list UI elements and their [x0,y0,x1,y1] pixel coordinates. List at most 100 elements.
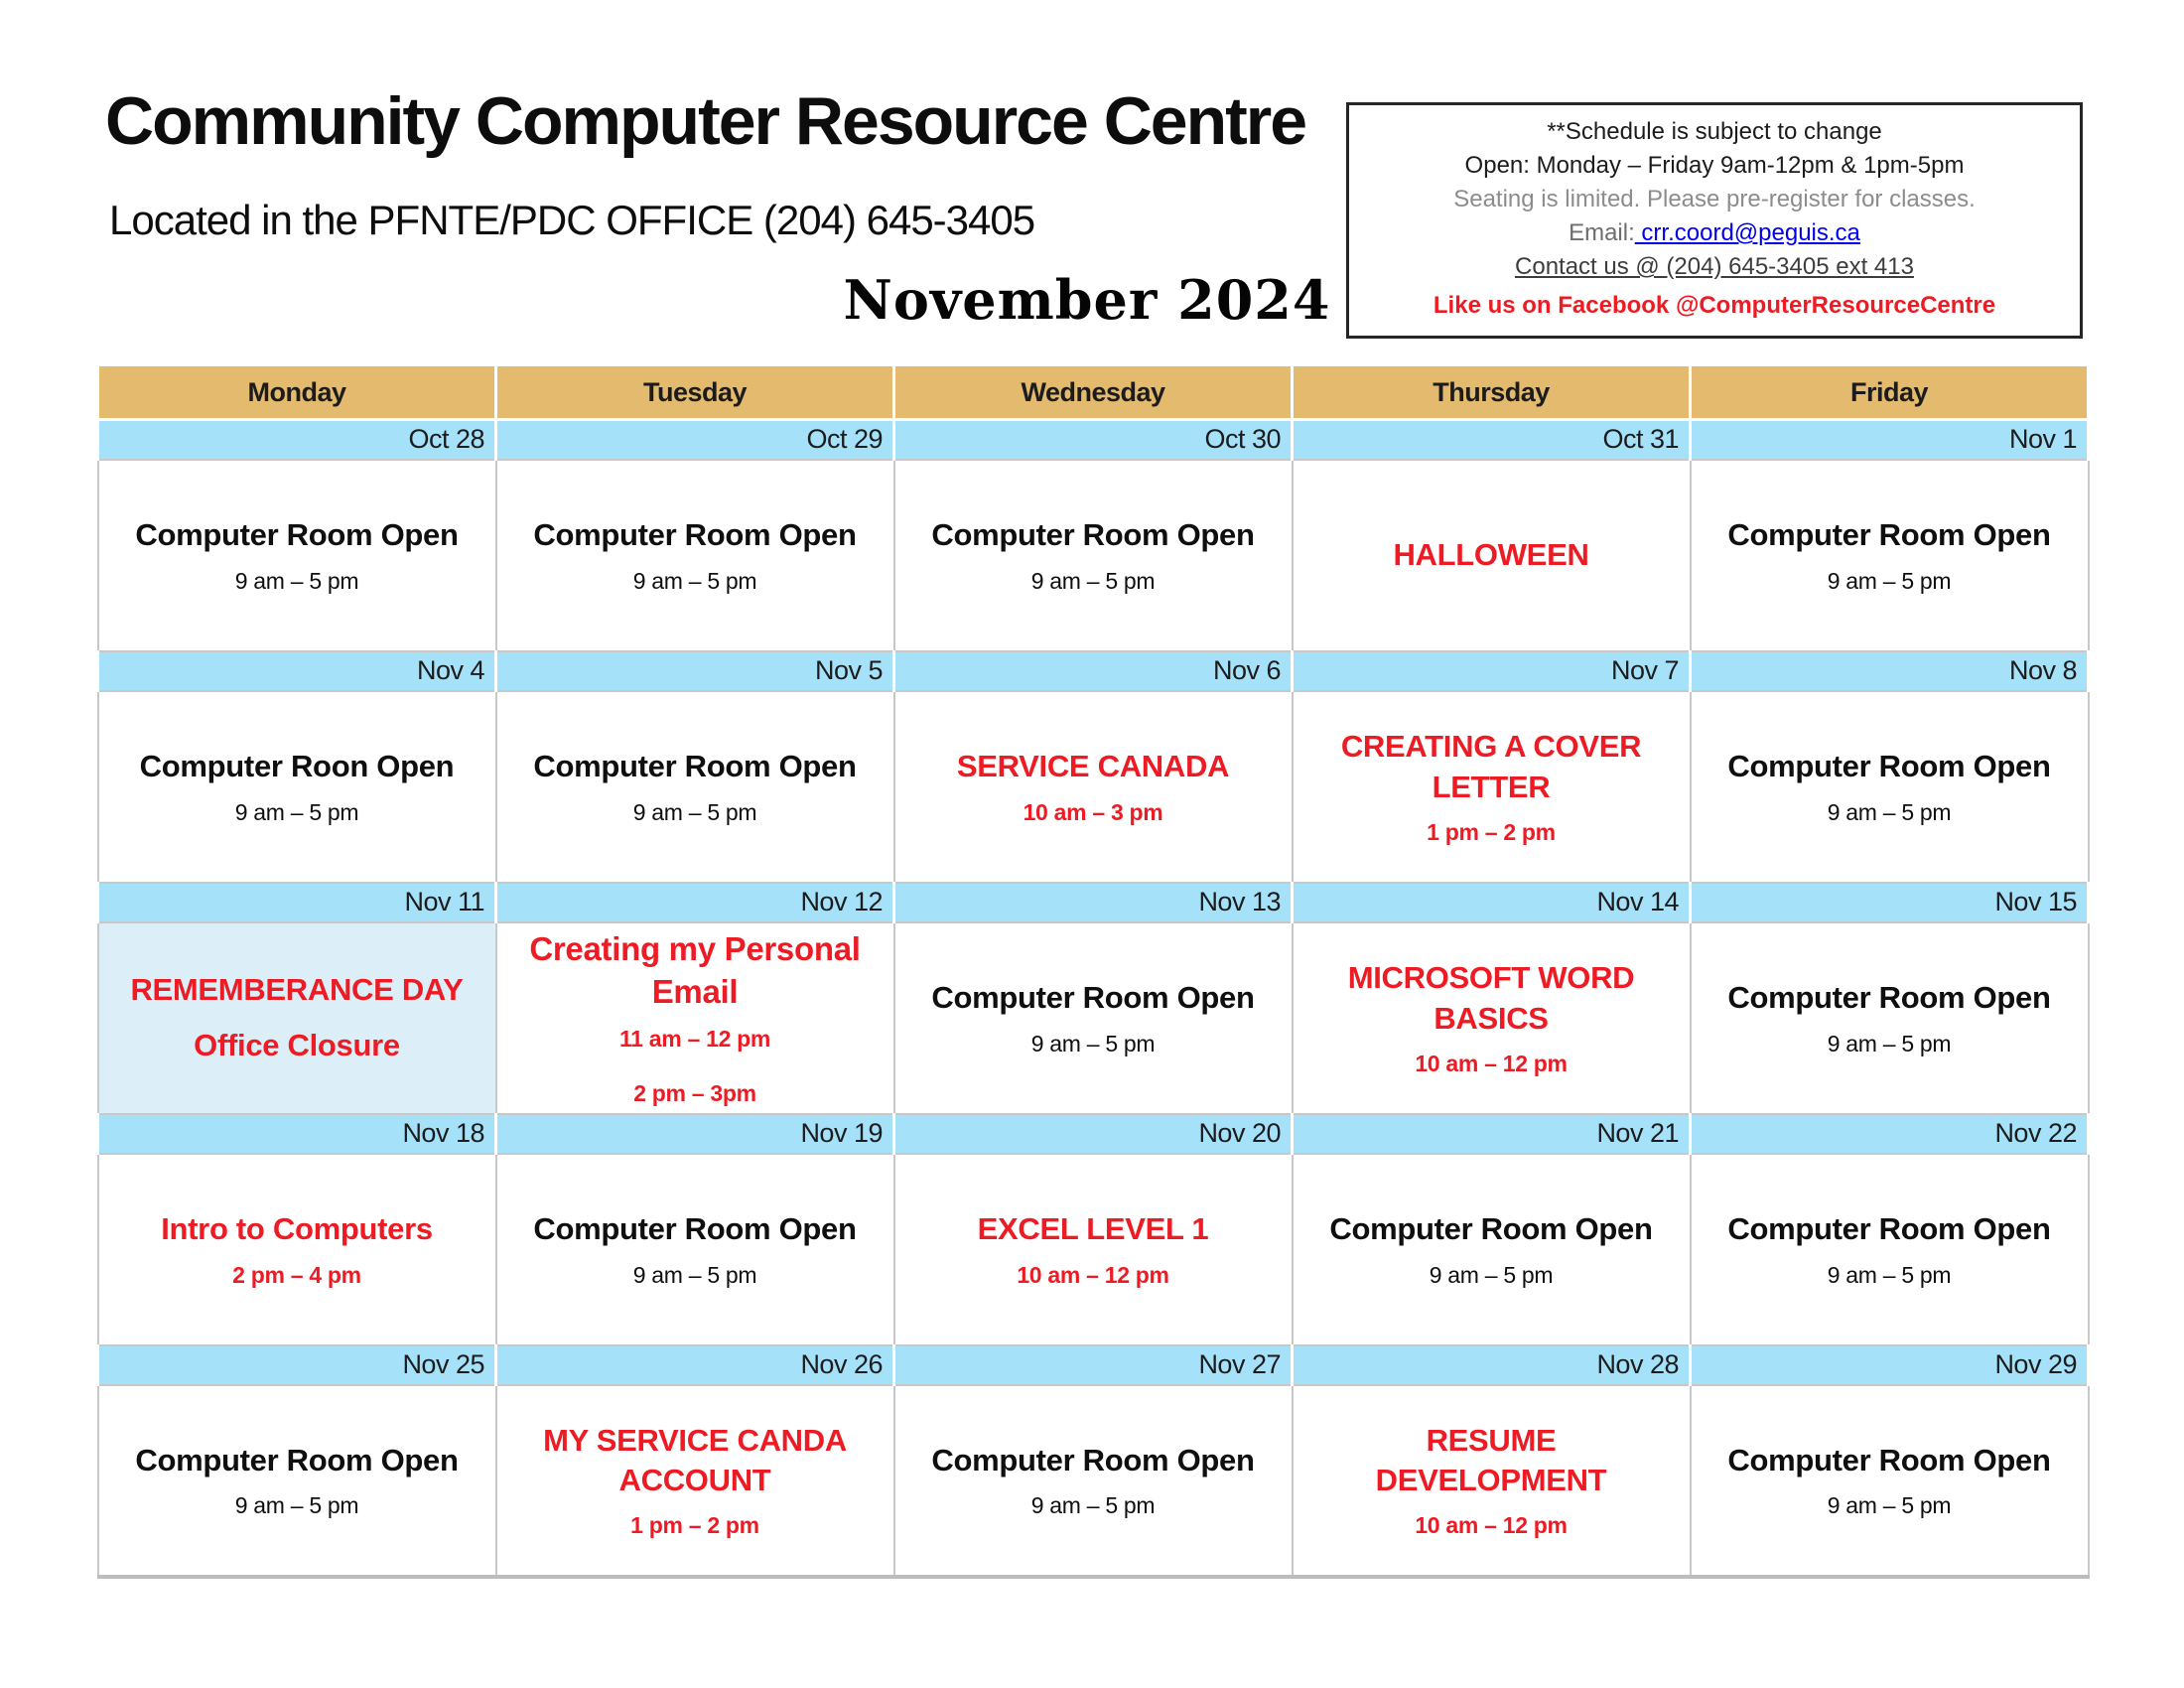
calendar-cell-remembrance-day: REMEMBERANCE DAY Office Closure [96,920,497,1115]
content-row: Computer Roon Open 9 am – 5 pm Computer … [96,689,2090,884]
content-row: Computer Room Open 9 am – 5 pm MY SERVIC… [96,1383,2090,1579]
calendar-cell: Computer Room Open 9 am – 5 pm [1291,1152,1692,1346]
email-label: Email: [1569,219,1635,246]
date-label: Nov 1 [1689,418,2090,461]
cell-time: 2 pm – 4 pm [232,1261,361,1288]
cell-time: 9 am – 5 pm [1030,1492,1156,1519]
content-row: REMEMBERANCE DAY Office Closure Creating… [96,920,2090,1115]
cell-title: Creating my Personal Email [529,930,861,1010]
date-label: Nov 29 [1689,1343,2090,1386]
cell-title: Computer Room Open [533,749,857,784]
cell-time: 10 am – 3 pm [1023,798,1163,825]
cell-time: 9 am – 5 pm [1030,567,1156,594]
calendar-cell: Computer Room Open 9 am – 5 pm [1689,458,2090,652]
calendar-cell-excel-level-1: EXCEL LEVEL 1 10 am – 12 pm [892,1152,1294,1346]
calendar-cell-cover-letter: CREATING A COVER LETTER 1 pm – 2 pm [1291,689,1692,884]
cell-title: Computer Room Open [931,980,1255,1016]
contact-phone: Contact us @ (204) 645-3405 ext 413 [1515,253,1914,280]
calendar-cell: Computer Room Open 9 am – 5 pm [892,458,1294,652]
calendar-cell: Computer Room Open 9 am – 5 pm [494,689,895,884]
date-row: Nov 25 Nov 26 Nov 27 Nov 28 Nov 29 [96,1343,2090,1386]
info-box: **Schedule is subject to change Open: Mo… [1346,102,2083,339]
schedule-change-note: **Schedule is subject to change [1547,118,1882,145]
date-label: Nov 7 [1291,649,1692,692]
day-header-friday: Friday [1689,363,2090,421]
calendar-cell: Computer Room Open 9 am – 5 pm [1689,1383,2090,1579]
cell-time: 9 am – 5 pm [1827,567,1952,594]
cell-title: Computer Room Open [1727,1211,2051,1247]
calendar-cell-service-canada: SERVICE CANADA 10 am – 3 pm [892,689,1294,884]
cell-time: 11 am – 12 pm [618,1025,771,1052]
cell-title: Computer Room Open [135,1442,459,1477]
calendar-cell: Computer Room Open 9 am – 5 pm [1689,689,2090,884]
date-row: Oct 28 Oct 29 Oct 30 Oct 31 Nov 1 [96,418,2090,461]
calendar-cell-halloween: HALLOWEEN [1291,458,1692,652]
calendar-cell: Computer Room Open 9 am – 5 pm [494,458,895,652]
cell-title: Computer Room Open [1727,1442,2051,1477]
cell-time: 9 am – 5 pm [234,567,359,594]
date-label: Nov 25 [96,1343,497,1386]
date-label: Nov 18 [96,1112,497,1155]
cell-time: 9 am – 5 pm [632,798,757,825]
date-label: Nov 8 [1689,649,2090,692]
email-line: Email: crr.coord@peguis.ca [1349,216,2080,250]
cell-title: Computer Room Open [931,517,1255,553]
date-label: Nov 22 [1689,1112,2090,1155]
cell-title: HALLOWEEN [1393,536,1589,572]
calendar-cell-word-basics: MICROSOFT WORD BASICS 10 am – 12 pm [1291,920,1692,1115]
calendar-cell: Computer Room Open 9 am – 5 pm [494,1152,895,1346]
calendar-cell: Computer Room Open 9 am – 5 pm [1689,920,2090,1115]
day-header-row: Monday Tuesday Wednesday Thursday Friday [96,363,2090,421]
cell-time: 9 am – 5 pm [1827,1261,1952,1288]
date-row: Nov 4 Nov 5 Nov 6 Nov 7 Nov 8 [96,649,2090,692]
cell-title: RESUME DEVELOPMENT [1375,1422,1607,1497]
contact-line: Contact us @ (204) 645-3405 ext 413 [1349,250,2080,284]
date-label: Nov 13 [892,881,1294,923]
date-label: Oct 28 [96,418,497,461]
calendar-table: Monday Tuesday Wednesday Thursday Friday… [96,363,2090,1579]
cell-title: Intro to Computers [161,1211,433,1247]
facebook-note: Like us on Facebook @ComputerResourceCen… [1433,292,1996,319]
cell-time: 9 am – 5 pm [632,567,757,594]
date-label: Nov 28 [1291,1343,1692,1386]
date-label: Nov 12 [494,881,895,923]
day-header-tuesday: Tuesday [494,363,895,421]
day-header-wednesday: Wednesday [892,363,1294,421]
cell-title: EXCEL LEVEL 1 [977,1211,1209,1247]
email-link[interactable]: crr.coord@peguis.ca [1634,219,1860,246]
cell-title: MY SERVICE CANDA ACCOUNT [543,1422,847,1497]
page-title: Community Computer Resource Centre [105,83,1307,159]
date-label: Nov 11 [96,881,497,923]
cell-time: 1 pm – 2 pm [1427,818,1556,845]
seating-note: Seating is limited. Please pre-register … [1453,186,1976,212]
cell-title: REMEMBERANCE DAY [130,971,464,1007]
calendar-cell: Computer Room Open 9 am – 5 pm [96,1383,497,1579]
date-label: Nov 26 [494,1343,895,1386]
cell-title: Computer Room Open [1727,749,2051,784]
cell-time: 10 am – 12 pm [1017,1261,1169,1288]
day-header-thursday: Thursday [1291,363,1692,421]
cell-title: Computer Room Open [931,1442,1255,1477]
cell-title: CREATING A COVER LETTER [1340,729,1642,804]
calendar-cell-resume-development: RESUME DEVELOPMENT 10 am – 12 pm [1291,1383,1692,1579]
date-label: Nov 20 [892,1112,1294,1155]
cell-time: 1 pm – 2 pm [630,1512,759,1539]
date-label: Nov 6 [892,649,1294,692]
date-label: Nov 27 [892,1343,1294,1386]
date-label: Nov 5 [494,649,895,692]
cell-title: Computer Room Open [135,517,459,553]
date-label: Nov 21 [1291,1112,1692,1155]
month-title: November 2024 [843,268,1331,332]
day-header-monday: Monday [96,363,497,421]
cell-title: SERVICE CANADA [956,749,1230,784]
date-label: Oct 30 [892,418,1294,461]
cell-title: Computer Room Open [1727,517,2051,553]
cell-time: 9 am – 5 pm [234,798,359,825]
cell-time: 9 am – 5 pm [632,1261,757,1288]
date-label: Nov 4 [96,649,497,692]
calendar-cell: Computer Room Open 9 am – 5 pm [892,1383,1294,1579]
calendar-cell-personal-email: Creating my Personal Email 11 am – 12 pm… [494,920,895,1115]
calendar-cell: Computer Room Open 9 am – 5 pm [1689,1152,2090,1346]
page-subtitle: Located in the PFNTE/PDC OFFICE (204) 64… [109,197,1035,243]
